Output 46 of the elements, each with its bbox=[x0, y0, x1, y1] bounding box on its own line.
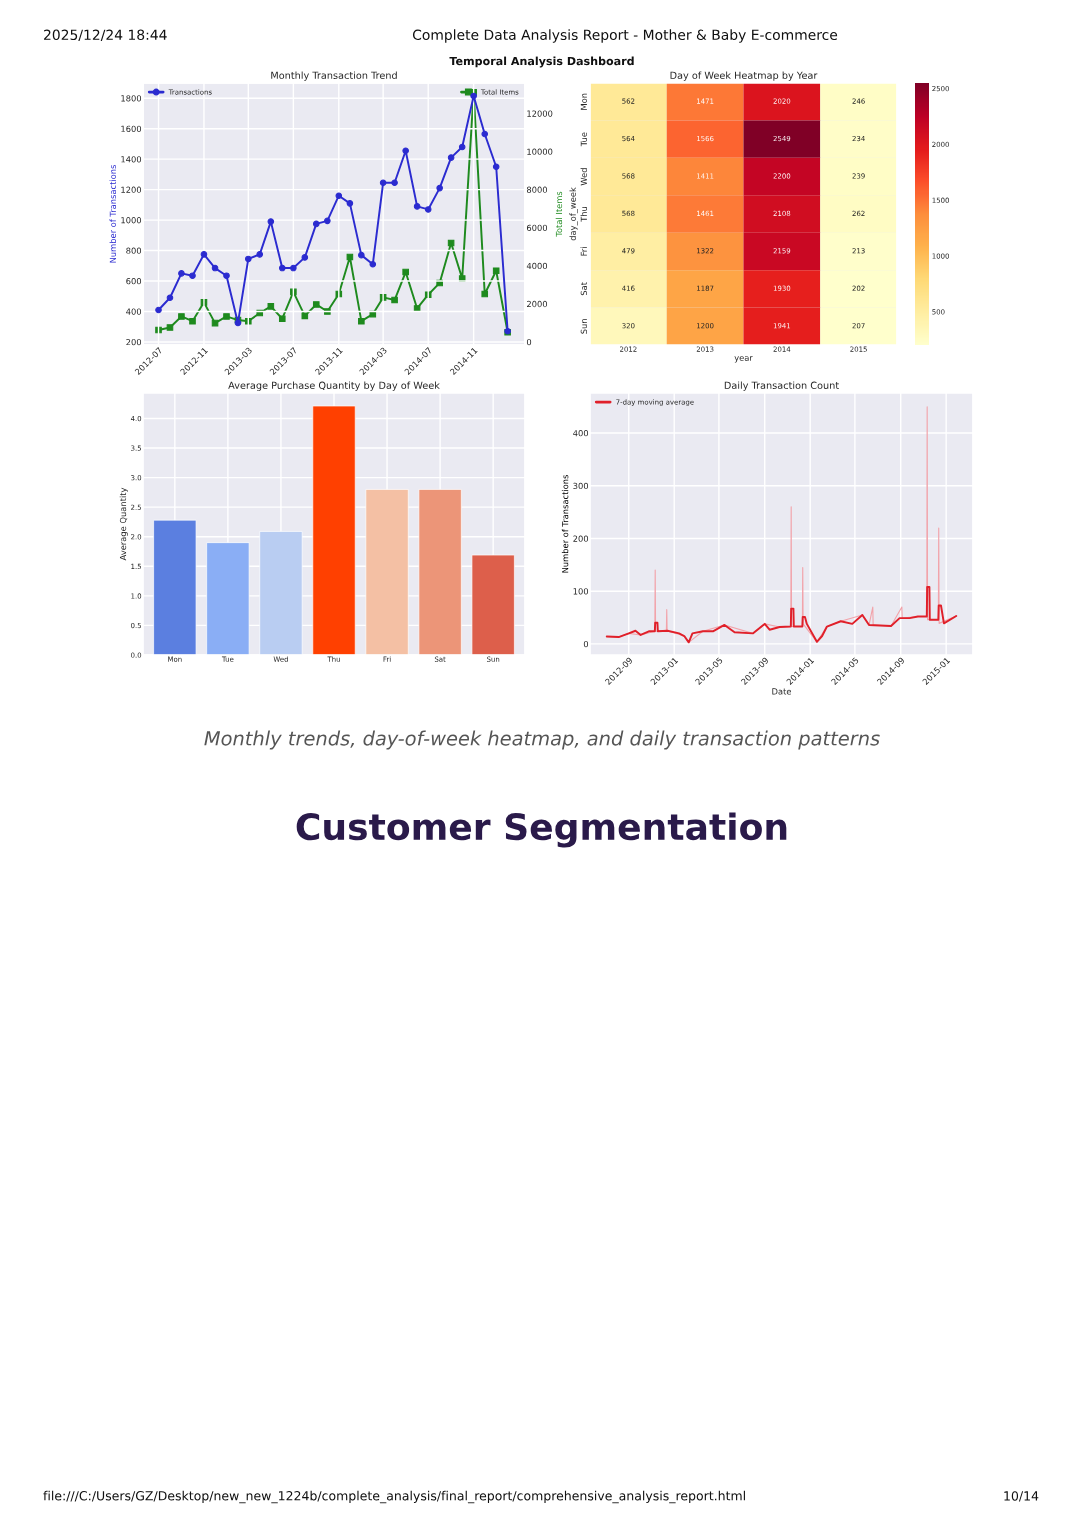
x-axis-title: year bbox=[734, 356, 753, 363]
y-tick-label: Sun bbox=[580, 319, 587, 334]
y-tick-label: Fri bbox=[580, 247, 587, 256]
y-tick-label: 1000 bbox=[121, 217, 142, 224]
y2-tick-label: 4000 bbox=[526, 262, 548, 270]
y-tick-label: 300 bbox=[573, 482, 589, 490]
y-tick-label: Tue bbox=[580, 132, 587, 147]
y2-tick-label: 10000 bbox=[527, 148, 553, 155]
y-tick-label: 400 bbox=[573, 430, 589, 437]
text: file:///C:/Users/GZ/Desktop/new_new_1224b/complete_analysis/final_report/comprehensive_analysis_report.html bbox=[43, 1490, 745, 1504]
y-tick-label: 100 bbox=[573, 588, 589, 595]
x-axis-title: Date bbox=[772, 688, 792, 695]
y-tick-label: 200 bbox=[126, 338, 142, 346]
chart-title: Average Purchase Quantity by Day of Week bbox=[228, 381, 440, 391]
y-axis-title: Average Quantity bbox=[119, 487, 128, 561]
y-tick-label: Sat bbox=[580, 282, 587, 296]
y-axis-title: Number of Transactions bbox=[109, 165, 117, 263]
y-tick-label: Thu bbox=[580, 206, 587, 222]
y2-axis-title: Total Items bbox=[555, 191, 563, 237]
y-tick-label: 1800 bbox=[121, 95, 142, 102]
y-axis-title: day_of_week bbox=[569, 187, 578, 241]
text: Complete Data Analysis Report - Mother & Baby E-commerce bbox=[412, 29, 838, 43]
y-tick-label: 1200 bbox=[121, 186, 142, 193]
y-tick-label: 800 bbox=[126, 247, 142, 254]
y-tick-label: 600 bbox=[126, 278, 142, 285]
text: Customer Segmentation bbox=[296, 812, 787, 848]
y-tick-label: 0 bbox=[583, 640, 589, 648]
y2-tick-label: 2000 bbox=[527, 300, 548, 308]
y-tick-label: Wed bbox=[580, 168, 587, 186]
y2-tick-label: 6000 bbox=[526, 224, 548, 231]
y-axis-title: Number of Transactions bbox=[561, 475, 569, 573]
chart-title: Daily Transaction Count bbox=[724, 381, 839, 391]
y2-tick-label: 0 bbox=[526, 338, 532, 346]
y-tick-label: 1400 bbox=[121, 156, 142, 163]
y-tick-label: 1600 bbox=[121, 125, 142, 132]
text: 2025/12/24 18:44 bbox=[44, 29, 167, 42]
y-tick-label: 400 bbox=[126, 308, 142, 315]
text: Monthly trends, day-of-week heatmap, and daily transaction patterns bbox=[204, 730, 880, 750]
y2-tick-label: 12000 bbox=[527, 110, 553, 117]
text: 10/14 bbox=[1004, 1491, 1039, 1502]
chart-title: Day of Week Heatmap by Year bbox=[670, 71, 818, 81]
chart-title: Monthly Transaction Trend bbox=[271, 71, 397, 81]
text: Temporal Analysis Dashboard bbox=[449, 56, 634, 68]
y-tick-label: 200 bbox=[573, 535, 589, 542]
y2-tick-label: 8000 bbox=[526, 186, 548, 193]
y-tick-label: Mon bbox=[580, 93, 587, 110]
